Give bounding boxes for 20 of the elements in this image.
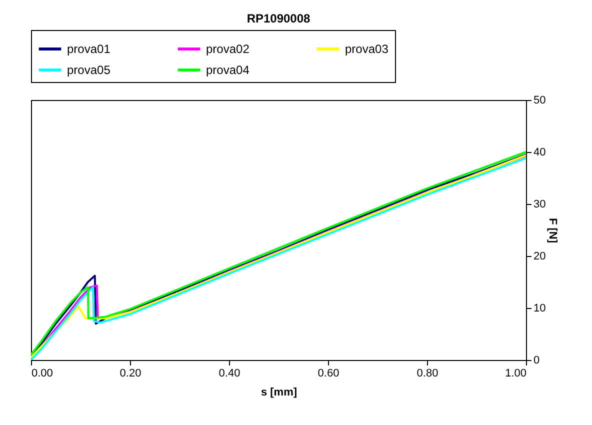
x-axis-title: s [mm]	[260, 386, 298, 398]
legend-label: prova04	[206, 63, 250, 77]
x-tick-label: 0.60	[318, 368, 340, 380]
y-tick-label: 30	[534, 198, 546, 210]
x-tick-label: 0.00	[32, 368, 53, 380]
legend-label: prova03	[345, 42, 389, 56]
x-tick-label: 0.40	[218, 368, 240, 380]
y-tick-label: 20	[534, 250, 546, 262]
legend-label: prova01	[67, 42, 111, 56]
x-tick-label: 1.00	[505, 368, 526, 380]
y-tick-label: 10	[534, 302, 546, 314]
x-tick-label: 0.20	[120, 368, 142, 380]
legend-label: prova05	[67, 63, 111, 77]
x-tick-label: 0.80	[416, 368, 438, 380]
y-tick-label: 0	[534, 354, 540, 366]
legend-label: prova02	[206, 42, 250, 56]
y-axis-title: F [N]	[546, 218, 559, 244]
y-tick-label: 50	[534, 94, 546, 106]
chart-title: RP1090008	[246, 12, 311, 26]
y-tick-label: 40	[534, 146, 546, 158]
